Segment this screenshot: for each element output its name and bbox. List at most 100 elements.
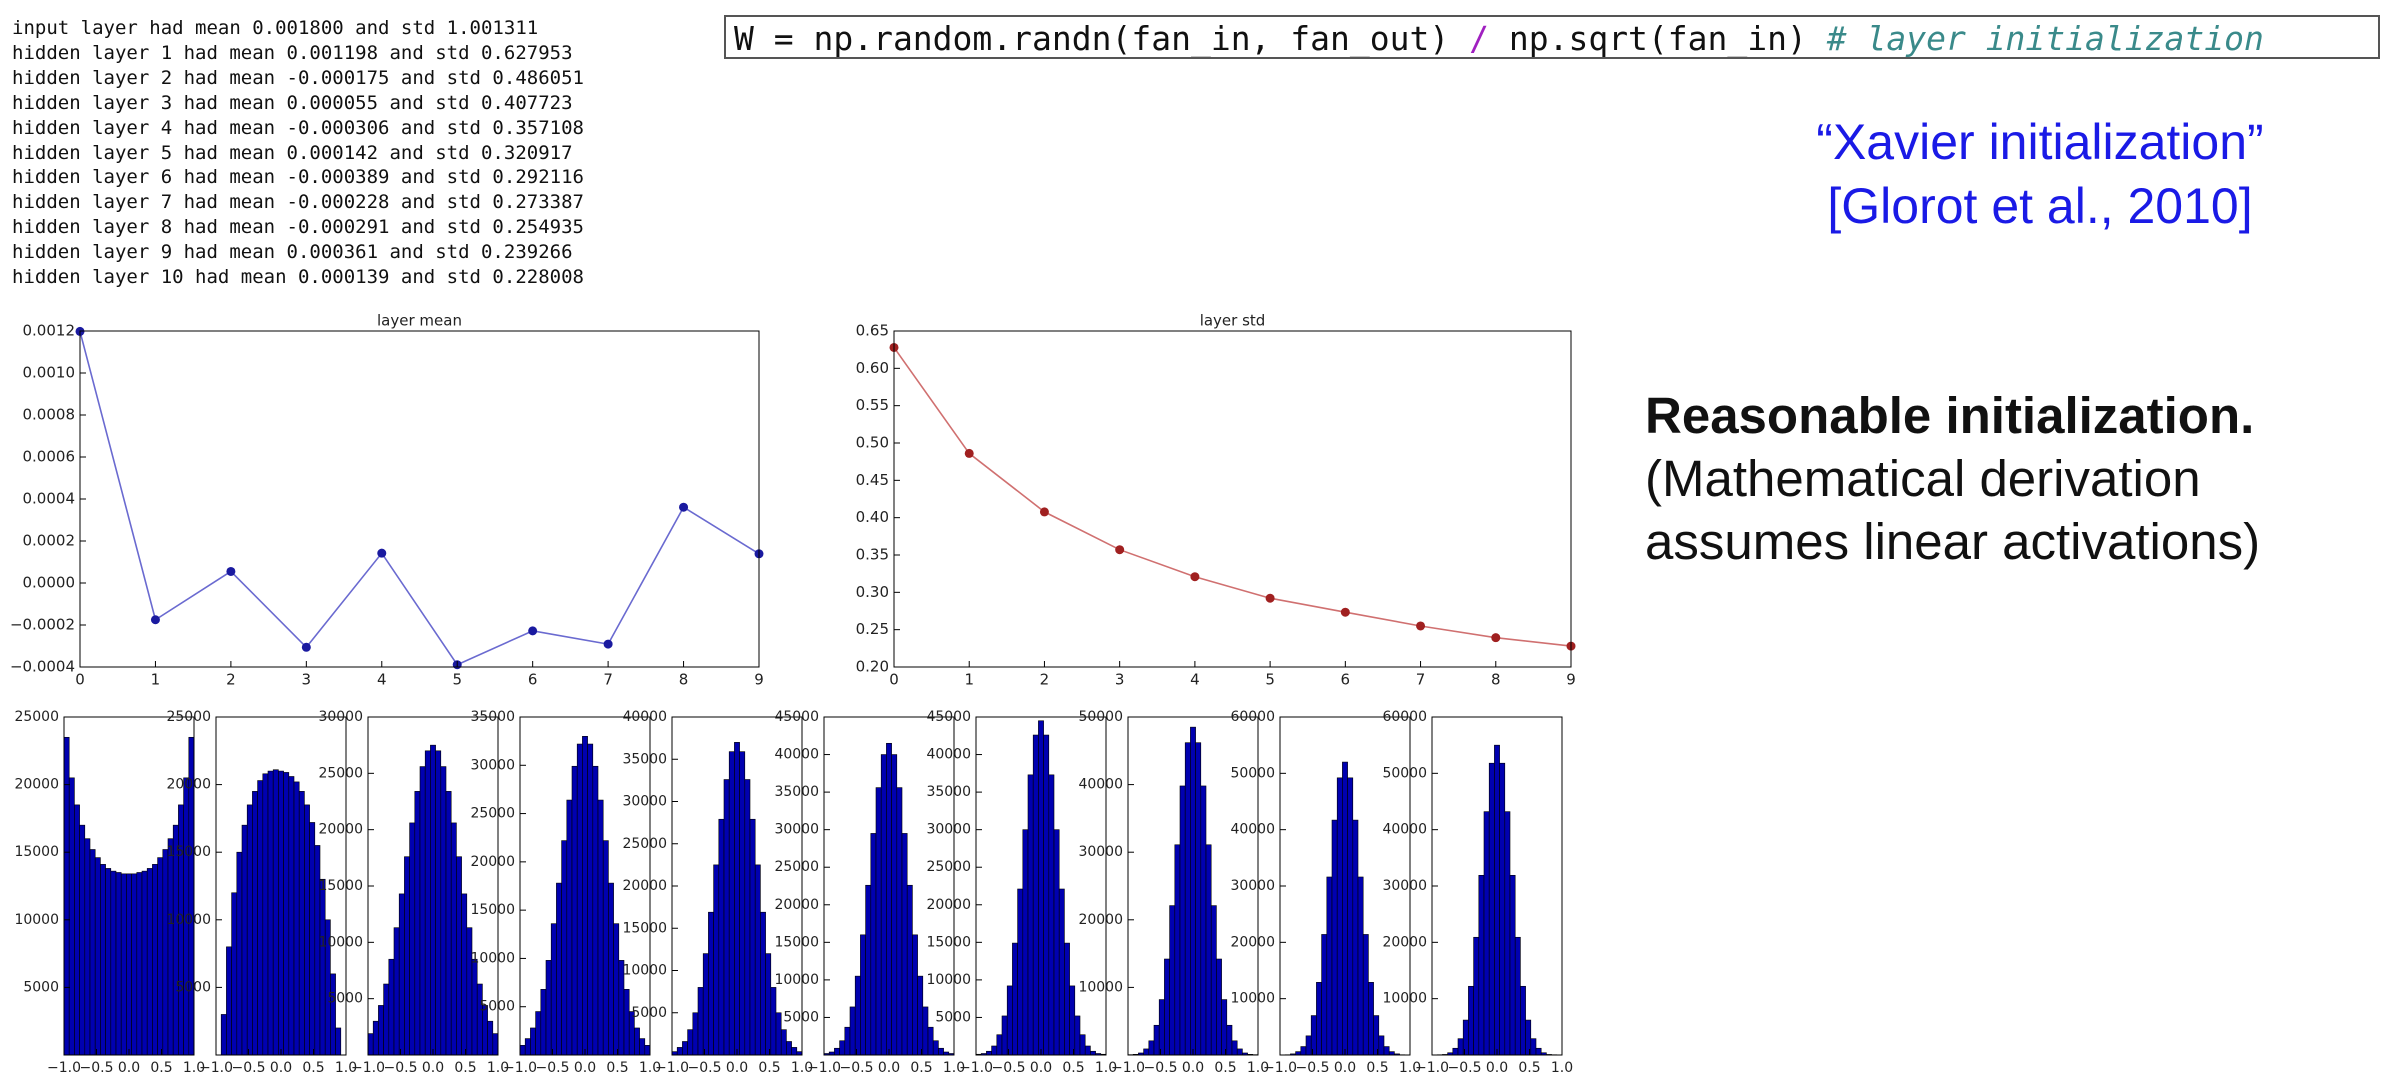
- y-tick-label: 35000: [926, 784, 971, 800]
- y-tick-label: 10000: [470, 950, 515, 966]
- hist-bar: [283, 772, 290, 1056]
- axes-frame: [79, 330, 760, 668]
- hist-bar: [713, 864, 720, 1056]
- hist-bar: [1295, 1051, 1302, 1056]
- citation-line: “Xavier initialization”: [1816, 114, 2264, 170]
- x-tick-label: 0.5: [758, 1060, 780, 1076]
- hist-bar: [476, 983, 483, 1056]
- hist-bar: [450, 822, 457, 1056]
- hist-bar: [1184, 742, 1191, 1056]
- hist-bar: [854, 975, 861, 1056]
- hist-bar: [1195, 742, 1202, 1056]
- y-tick-label: 40000: [774, 747, 819, 763]
- hist-bar: [1236, 1048, 1243, 1056]
- x-tick-label: −1.0: [199, 1060, 233, 1076]
- log-line: hidden layer 3 had mean 0.000055 and std…: [12, 91, 573, 114]
- hist-bar: [917, 975, 924, 1056]
- x-tick-label: 1.0: [335, 1060, 357, 1076]
- y-tick-label: 30000: [1230, 878, 1275, 894]
- hist-bar: [178, 804, 184, 1056]
- hist-bar: [1535, 1047, 1542, 1056]
- data-point: [301, 642, 311, 652]
- hist-bar: [1048, 774, 1055, 1056]
- hist-bar: [1158, 999, 1165, 1056]
- hist-bar: [692, 1012, 699, 1056]
- x-tick-label: 6: [1341, 671, 1351, 689]
- data-point: [1190, 572, 1200, 582]
- hist-bar: [634, 1027, 640, 1056]
- hist-bar: [1483, 811, 1490, 1056]
- x-tick-label: 4: [1190, 671, 1200, 689]
- hist-bar: [566, 799, 573, 1056]
- hist-bar: [1457, 1038, 1464, 1056]
- x-tick-label: 0.5: [1062, 1060, 1084, 1076]
- x-tick-label: 1.0: [487, 1060, 509, 1076]
- hist-bar: [1216, 958, 1222, 1056]
- hist-bar: [587, 743, 594, 1056]
- hist-bar: [393, 927, 400, 1056]
- hist-bar: [1190, 726, 1196, 1056]
- x-tick-label: −0.5: [992, 1060, 1026, 1076]
- x-tick-label: −1.0: [47, 1060, 81, 1076]
- x-tick-label: 0.5: [302, 1060, 324, 1076]
- hist-bar: [68, 777, 75, 1056]
- hist-bar: [131, 873, 138, 1056]
- hist-bar: [398, 893, 405, 1056]
- hist-bar: [545, 960, 552, 1056]
- hist-bar: [1169, 905, 1176, 1056]
- hist-bar: [471, 958, 478, 1056]
- hist-bar: [110, 870, 117, 1056]
- hist-bar: [435, 750, 442, 1056]
- hist-bar: [834, 1047, 840, 1056]
- data-line: [79, 331, 760, 666]
- y-tick-label: 50000: [1382, 765, 1427, 781]
- y-tick-label: 40000: [926, 747, 971, 763]
- y-tick-label: 0.45: [856, 471, 889, 489]
- hist-bar: [105, 868, 112, 1056]
- chart-title: layer std: [1200, 312, 1266, 330]
- y-tick-label: 15000: [470, 902, 515, 918]
- y-tick-label: 40000: [1382, 822, 1427, 838]
- log-line: hidden layer 9 had mean 0.000361 and std…: [12, 241, 573, 264]
- y-tick-label: 5000: [175, 979, 211, 995]
- y-tick-label: 25000: [14, 709, 59, 725]
- x-tick-label: 3: [302, 671, 312, 689]
- hist-bar: [146, 868, 153, 1056]
- hist-bar: [1164, 958, 1170, 1056]
- x-tick-label: 1.0: [1095, 1060, 1117, 1076]
- hist-bar: [1357, 876, 1364, 1056]
- hist-bar: [1058, 888, 1065, 1056]
- y-tick-label: 25000: [774, 859, 819, 875]
- x-tick-label: 5: [452, 671, 462, 689]
- y-tick-label: 60000: [1382, 709, 1427, 725]
- hist-bar: [79, 824, 86, 1056]
- hist-bar: [456, 856, 462, 1056]
- hist-bar: [519, 1045, 526, 1056]
- hist-bar: [770, 987, 777, 1056]
- hist-bar: [870, 833, 877, 1056]
- x-tick-label: 5: [1265, 671, 1275, 689]
- log-line: hidden layer 8 had mean -0.000291 and st…: [12, 216, 584, 239]
- x-tick-label: 1: [964, 671, 974, 689]
- x-tick-label: 8: [679, 671, 689, 689]
- hist-bar: [1205, 844, 1212, 1056]
- hist-bar: [372, 1020, 379, 1056]
- hist-bar: [252, 791, 258, 1056]
- x-tick-label: 1.0: [1551, 1060, 1573, 1076]
- hist-bar: [1053, 829, 1060, 1056]
- hist-bar: [932, 1040, 939, 1056]
- y-tick-label: 15000: [622, 920, 667, 936]
- hist-bar: [1383, 1046, 1390, 1056]
- y-tick-label: 0.60: [856, 359, 889, 377]
- hist-bar: [996, 1034, 1003, 1056]
- note-line: assumes linear activations): [1645, 513, 2261, 570]
- y-tick-label: 0.0000: [23, 574, 76, 592]
- hist-bar: [550, 923, 557, 1056]
- hist-bar: [891, 754, 898, 1056]
- y-tick-label: 40000: [1230, 822, 1275, 838]
- x-tick-label: −0.5: [1448, 1060, 1482, 1076]
- hist-bar: [1012, 942, 1018, 1056]
- x-tick-label: 1.0: [183, 1060, 205, 1076]
- data-point: [1115, 545, 1125, 555]
- hist-bar: [226, 946, 232, 1056]
